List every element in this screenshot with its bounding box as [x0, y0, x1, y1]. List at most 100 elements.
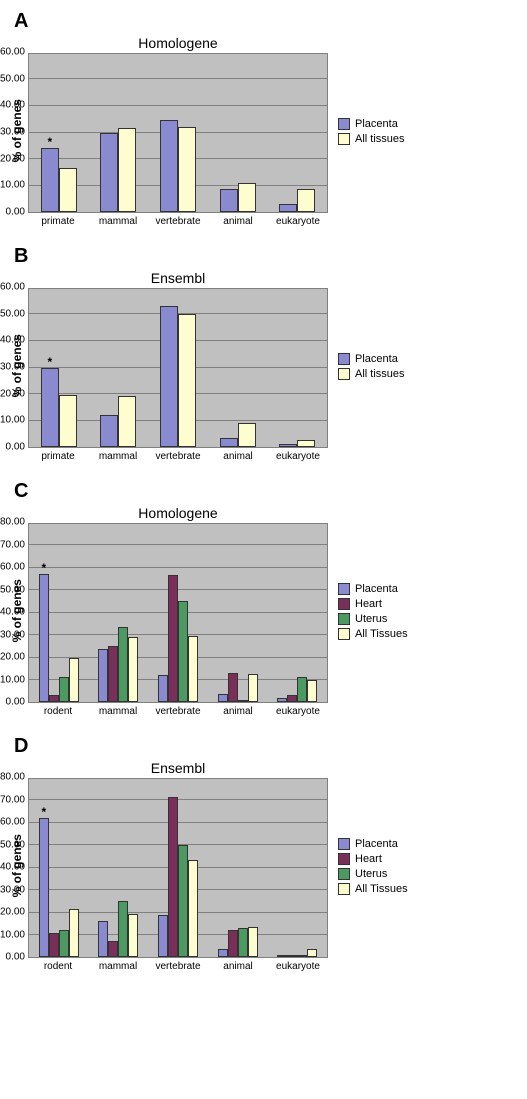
bar [118, 396, 136, 447]
x-axis-labels: primatemammalvertebrateanimaleukaryote [28, 451, 328, 462]
y-tick-label: 20.00 [0, 652, 29, 663]
bar-group [267, 779, 327, 957]
bar [178, 314, 196, 447]
chart-row: % of genesEnsembl0.0010.0020.0030.0040.0… [10, 760, 517, 972]
legend-label: Placenta [355, 838, 398, 850]
x-tick-label: primate [28, 216, 88, 227]
bars-area: * [29, 779, 327, 957]
y-tick-label: 40.00 [0, 862, 29, 873]
bar-group [148, 54, 208, 212]
legend: Placenta All tissues [338, 350, 405, 383]
x-tick-label: mammal [88, 216, 148, 227]
bar [279, 204, 297, 212]
legend-swatch [338, 118, 350, 130]
bar [307, 680, 317, 703]
x-axis-labels: rodentmammalvertebrateanimaleukaryote [28, 706, 328, 717]
y-tick-label: 40.00 [0, 335, 29, 346]
panel-letter: B [14, 245, 517, 268]
panel-c: C% of genesHomologene0.0010.0020.0030.00… [10, 480, 517, 717]
x-tick-label: animal [208, 706, 268, 717]
chart-title: Ensembl [151, 270, 205, 286]
legend: PlacentaHeartUterusAll Tissues [338, 835, 408, 898]
bar-group [89, 524, 149, 702]
x-tick-label: eukaryote [268, 706, 328, 717]
legend-item: All Tissues [338, 628, 408, 640]
significance-marker: * [47, 355, 52, 369]
legend-swatch [338, 868, 350, 880]
x-tick-label: animal [208, 216, 268, 227]
y-tick-label: 30.00 [0, 362, 29, 373]
bar [228, 673, 238, 702]
bar [118, 901, 128, 957]
bar-group: * [29, 289, 89, 447]
bar-group [208, 54, 268, 212]
bar [287, 695, 297, 702]
x-tick-label: vertebrate [148, 216, 208, 227]
bar-group [89, 289, 149, 447]
bar [98, 921, 108, 957]
bar [238, 183, 256, 212]
chart-title: Ensembl [151, 760, 205, 776]
chart-row: % of genesHomologene0.0010.0020.0030.004… [10, 505, 517, 717]
bar [49, 695, 59, 702]
y-tick-label: 20.00 [0, 153, 29, 164]
y-tick-label: 10.00 [0, 929, 29, 940]
bar [160, 306, 178, 447]
legend-label: All tissues [355, 368, 405, 380]
bar [297, 189, 315, 212]
bar [248, 927, 258, 957]
bar [220, 189, 238, 212]
legend-item: All tissues [338, 368, 405, 380]
legend-label: Placenta [355, 118, 398, 130]
bar [279, 444, 297, 447]
bar [297, 955, 307, 957]
bar [307, 949, 317, 957]
legend-swatch [338, 583, 350, 595]
legend-item: Heart [338, 598, 408, 610]
bar [228, 930, 238, 957]
plot-area: 0.0010.0020.0030.0040.0050.0060.0070.008… [28, 523, 328, 703]
y-tick-label: 0.00 [6, 952, 29, 963]
legend-swatch [338, 628, 350, 640]
panel-b: B% of genesEnsembl0.0010.0020.0030.0040.… [10, 245, 517, 462]
chart-wrapper: Homologene0.0010.0020.0030.0040.0050.006… [28, 505, 328, 717]
legend-item: All Tissues [338, 883, 408, 895]
x-tick-label: eukaryote [268, 216, 328, 227]
y-tick-label: 20.00 [0, 907, 29, 918]
bar [118, 128, 136, 212]
y-tick-label: 60.00 [0, 47, 29, 58]
chart-row: % of genesEnsembl0.0010.0020.0030.0040.0… [10, 270, 517, 462]
bar [69, 909, 79, 957]
bar [69, 658, 79, 702]
bar-group [148, 779, 208, 957]
bar [238, 423, 256, 447]
x-tick-label: eukaryote [268, 961, 328, 972]
bar: * [39, 818, 49, 958]
bar-group [89, 54, 149, 212]
bar: * [41, 148, 59, 212]
bar [287, 955, 297, 957]
legend-swatch [338, 368, 350, 380]
bar-group: * [29, 524, 89, 702]
x-tick-label: rodent [28, 706, 88, 717]
chart-wrapper: Ensembl0.0010.0020.0030.0040.0050.0060.0… [28, 760, 328, 972]
legend-swatch [338, 838, 350, 850]
legend-label: All tissues [355, 133, 405, 145]
y-tick-label: 60.00 [0, 282, 29, 293]
x-tick-label: mammal [88, 961, 148, 972]
bar [297, 440, 315, 447]
x-tick-label: mammal [88, 451, 148, 462]
x-tick-label: vertebrate [148, 451, 208, 462]
legend-swatch [338, 883, 350, 895]
bar [128, 914, 138, 957]
y-tick-label: 0.00 [6, 442, 29, 453]
bar [218, 949, 228, 957]
legend-item: Uterus [338, 868, 408, 880]
legend-swatch [338, 853, 350, 865]
legend-label: Placenta [355, 353, 398, 365]
y-tick-label: 70.00 [0, 539, 29, 550]
plot-area: 0.0010.0020.0030.0040.0050.0060.00* [28, 288, 328, 448]
legend: PlacentaHeartUterusAll Tissues [338, 580, 408, 643]
x-tick-label: animal [208, 961, 268, 972]
legend-swatch [338, 353, 350, 365]
